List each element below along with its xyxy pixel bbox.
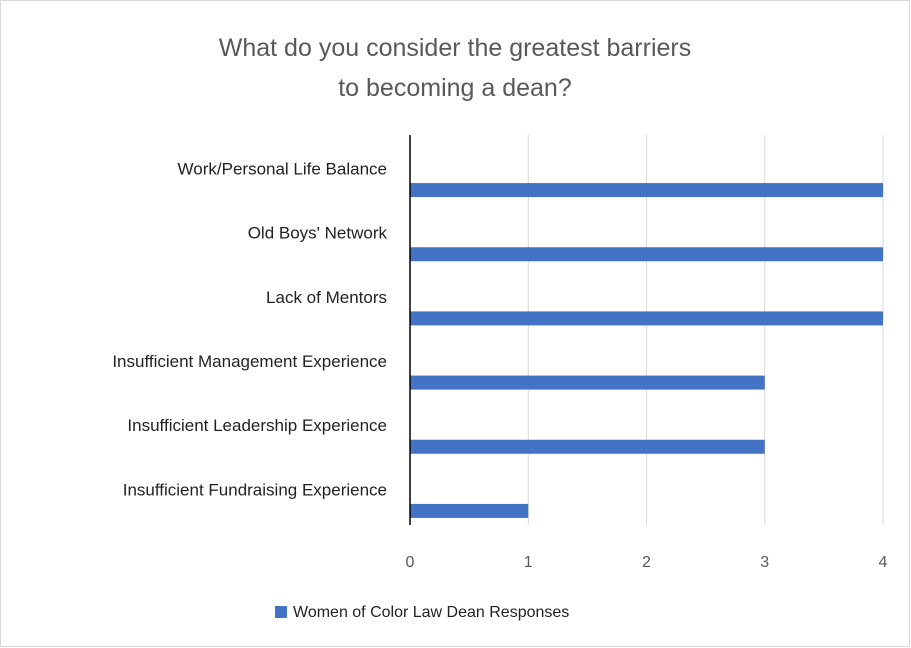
x-tick-label: 1 — [524, 554, 533, 571]
bar — [410, 183, 883, 198]
bar — [410, 503, 529, 518]
legend-label: Women of Color Law Dean Responses — [293, 604, 569, 621]
y-tick-label: Old Boys' Network — [248, 224, 388, 243]
legend-swatch — [275, 606, 287, 618]
bar — [410, 439, 765, 454]
x-tick-label: 2 — [642, 554, 651, 571]
y-tick-label: Work/Personal Life Balance — [178, 160, 387, 179]
y-tick-label: Lack of Mentors — [266, 288, 387, 307]
y-tick-label: Insufficient Management Experience — [112, 352, 387, 371]
x-tick-label: 4 — [879, 554, 888, 571]
chart-title: What do you consider the greatest barrie… — [218, 34, 692, 102]
bar — [410, 311, 883, 326]
x-tick-label: 3 — [760, 554, 769, 571]
y-tick-label: Insufficient Leadership Experience — [127, 416, 387, 435]
x-tick-label: 0 — [406, 554, 415, 571]
y-tick-label: Insufficient Fundraising Experience — [123, 480, 387, 499]
bar — [410, 247, 883, 262]
bar — [410, 375, 765, 390]
